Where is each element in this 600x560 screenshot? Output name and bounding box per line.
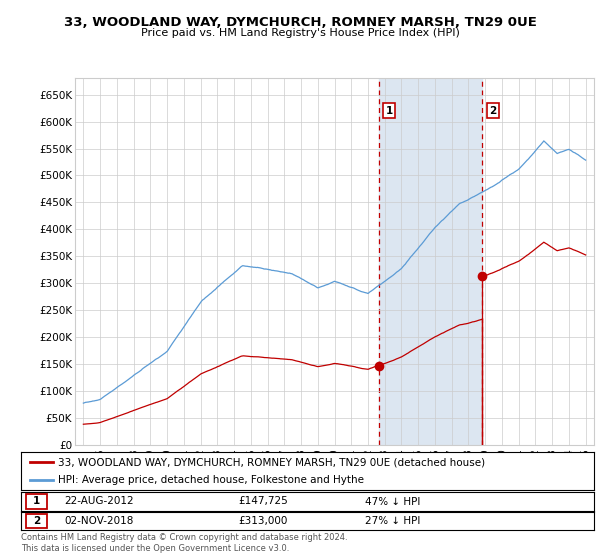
Text: 22-AUG-2012: 22-AUG-2012 — [64, 497, 134, 506]
Text: HPI: Average price, detached house, Folkestone and Hythe: HPI: Average price, detached house, Folk… — [58, 475, 364, 485]
Text: 2: 2 — [33, 516, 40, 526]
Text: 02-NOV-2018: 02-NOV-2018 — [64, 516, 133, 526]
Text: 27% ↓ HPI: 27% ↓ HPI — [365, 516, 420, 526]
Text: 1: 1 — [385, 106, 392, 116]
Text: 33, WOODLAND WAY, DYMCHURCH, ROMNEY MARSH, TN29 0UE: 33, WOODLAND WAY, DYMCHURCH, ROMNEY MARS… — [64, 16, 536, 29]
Text: Contains HM Land Registry data © Crown copyright and database right 2024.
This d: Contains HM Land Registry data © Crown c… — [21, 533, 347, 553]
Text: 1: 1 — [33, 497, 40, 506]
Text: £147,725: £147,725 — [239, 497, 289, 506]
Text: 2: 2 — [489, 106, 496, 116]
Bar — [379, 78, 482, 445]
Text: 47% ↓ HPI: 47% ↓ HPI — [365, 497, 420, 506]
Text: £313,000: £313,000 — [239, 516, 288, 526]
Text: 33, WOODLAND WAY, DYMCHURCH, ROMNEY MARSH, TN29 0UE (detached house): 33, WOODLAND WAY, DYMCHURCH, ROMNEY MARS… — [58, 457, 485, 467]
FancyBboxPatch shape — [26, 514, 47, 529]
FancyBboxPatch shape — [26, 494, 47, 509]
Text: Price paid vs. HM Land Registry's House Price Index (HPI): Price paid vs. HM Land Registry's House … — [140, 28, 460, 38]
